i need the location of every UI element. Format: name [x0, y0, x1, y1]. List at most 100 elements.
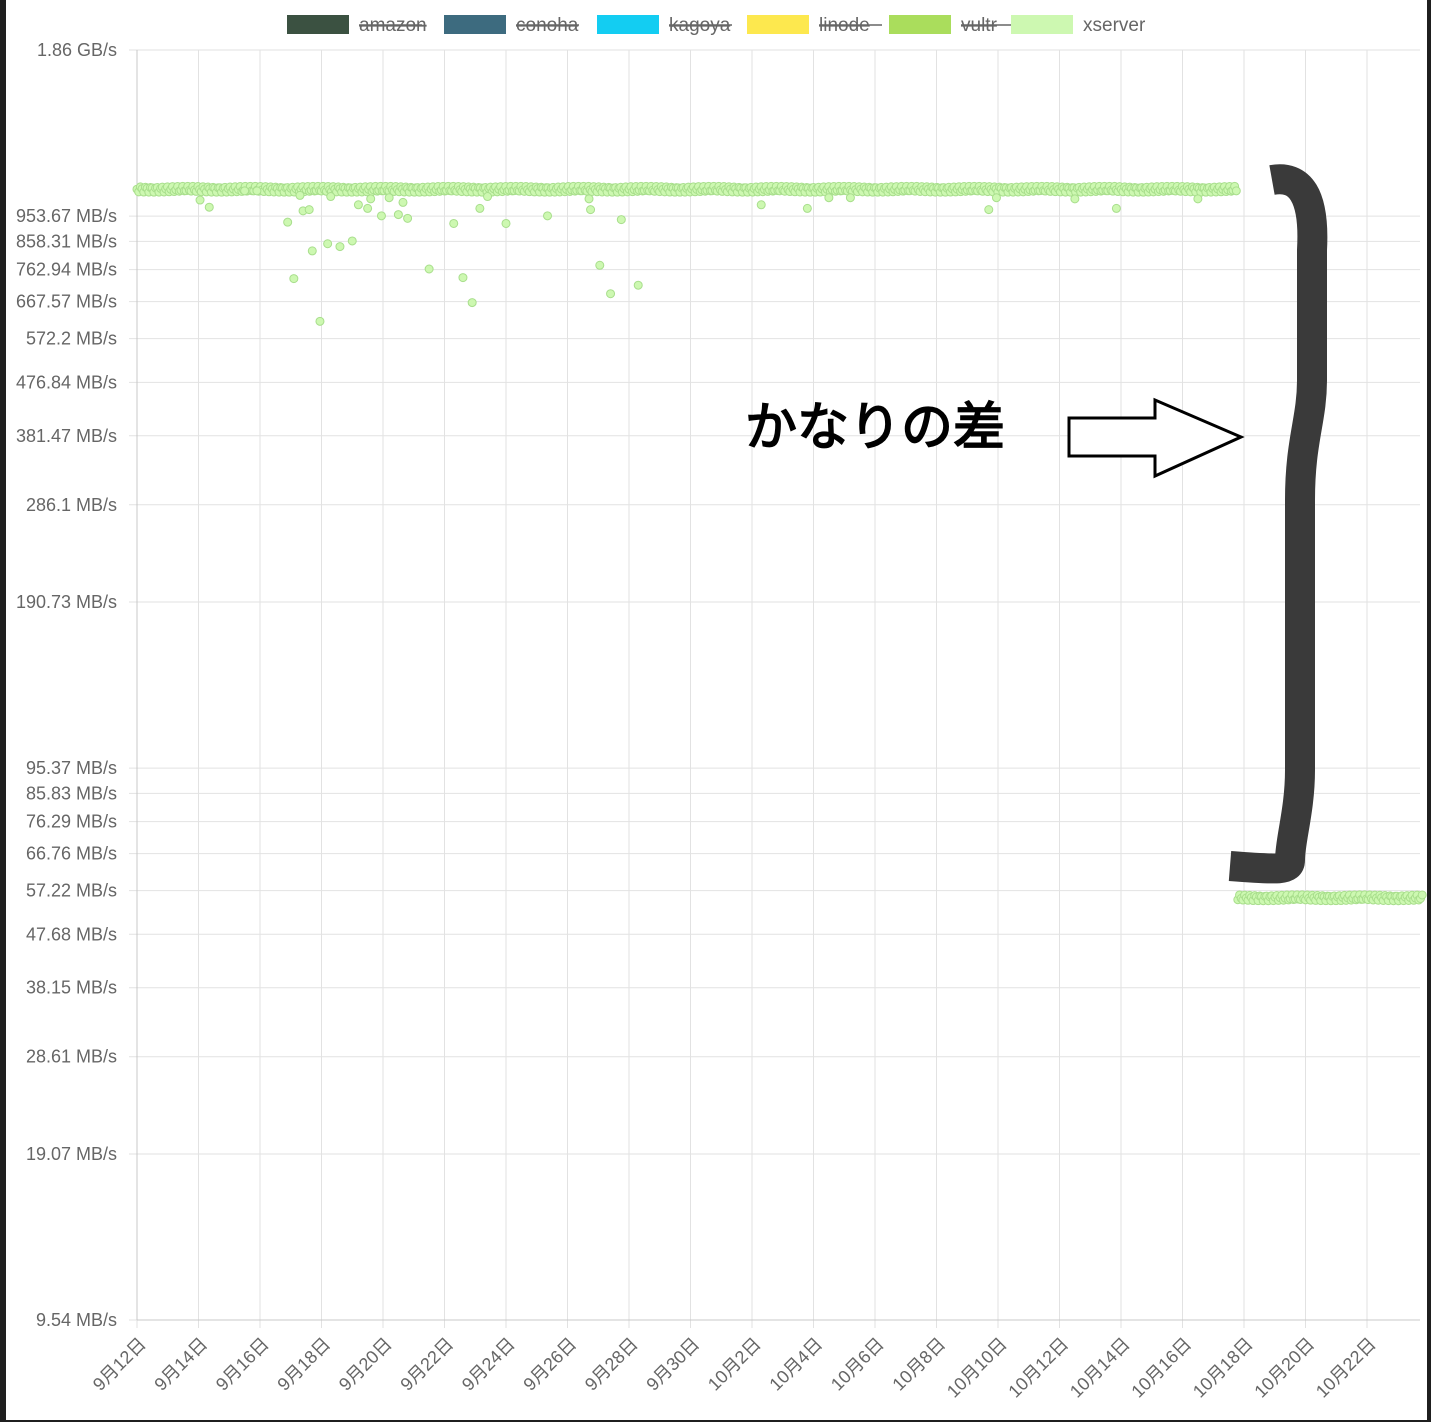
legend-swatch[interactable] — [597, 15, 659, 34]
data-point — [1417, 890, 1427, 900]
data-point — [403, 213, 413, 223]
annotation: かなりの差 — [745, 164, 1328, 884]
y-tick-label: 66.76 MB/s — [26, 844, 117, 864]
x-tick-label: 9月16日 — [212, 1334, 273, 1395]
data-point — [323, 239, 333, 249]
data-point — [633, 280, 643, 290]
data-point — [283, 217, 293, 227]
x-tick-label: 9月12日 — [89, 1334, 150, 1395]
data-point — [984, 205, 994, 215]
data-point — [824, 193, 834, 203]
x-tick-label: 9月20日 — [335, 1334, 396, 1395]
brace-bracket-icon — [1228, 164, 1328, 884]
y-tick-label: 38.15 MB/s — [26, 978, 117, 998]
x-tick-label: 10月18日 — [1189, 1334, 1257, 1402]
data-point — [315, 316, 325, 326]
data-point — [307, 246, 317, 256]
data-point — [195, 195, 205, 205]
y-tick-label: 476.84 MB/s — [16, 372, 117, 392]
data-point — [483, 192, 493, 202]
x-tick-label: 9月22日 — [396, 1334, 457, 1395]
x-axis: 9月12日 9月14日 9月16日 9月18日 9月20日 9月22日 9月24日 9月26日… — [89, 1334, 1380, 1402]
y-tick-label: 286.1 MB/s — [26, 495, 117, 515]
data-point — [449, 218, 459, 228]
y-tick-label: 953.67 MB/s — [16, 206, 117, 226]
x-tick-label: 10月20日 — [1250, 1334, 1318, 1402]
data-point — [756, 200, 766, 210]
data-point — [845, 193, 855, 203]
x-tick-label: 10月14日 — [1066, 1334, 1134, 1402]
data-point — [347, 236, 357, 246]
data-point — [584, 194, 594, 204]
x-tick-label: 9月18日 — [273, 1334, 334, 1395]
data-point — [991, 193, 1001, 203]
data-point — [353, 200, 363, 210]
y-tick-label: 762.94 MB/s — [16, 260, 117, 280]
data-point — [398, 197, 408, 207]
legend-swatch[interactable] — [747, 15, 809, 34]
data-point — [1111, 203, 1121, 213]
x-tick-label: 10月10日 — [943, 1334, 1011, 1402]
data-point — [595, 260, 605, 270]
y-axis: 1.86 GB/s 953.67 MB/s 858.31 MB/s 762.94 MB… — [16, 40, 117, 1330]
data-point — [204, 202, 214, 212]
data-point — [475, 203, 485, 213]
x-tick-label: 10月2日 — [704, 1334, 765, 1395]
legend-swatch[interactable] — [889, 15, 951, 34]
data-point — [606, 289, 616, 299]
data-point — [393, 210, 403, 220]
data-point — [1193, 194, 1203, 204]
x-tick-label: 10月8日 — [888, 1334, 949, 1395]
legend-swatch[interactable] — [287, 15, 349, 34]
data-point — [376, 211, 386, 221]
data-point — [295, 190, 305, 200]
data-point — [458, 273, 468, 283]
data-point — [366, 194, 376, 204]
grid — [129, 49, 1420, 1328]
data-point — [802, 203, 812, 213]
x-tick-label: 9月26日 — [519, 1334, 580, 1395]
annotation-text: かなりの差 — [745, 398, 1005, 458]
x-tick-label: 9月24日 — [458, 1334, 519, 1395]
y-tick-label: 381.47 MB/s — [16, 426, 117, 446]
data-point — [289, 274, 299, 284]
y-tick-label: 85.83 MB/s — [26, 783, 117, 803]
data-point — [467, 298, 477, 308]
data-point — [1231, 186, 1241, 196]
data-point — [543, 211, 553, 221]
y-tick-label: 19.07 MB/s — [26, 1144, 117, 1164]
data-point — [335, 242, 345, 252]
data-point — [616, 215, 626, 225]
data-point — [326, 192, 336, 202]
x-tick-label: 9月28日 — [581, 1334, 642, 1395]
x-tick-label: 10月22日 — [1312, 1334, 1380, 1402]
y-tick-label: 190.73 MB/s — [16, 592, 117, 612]
x-tick-label: 10月12日 — [1004, 1334, 1072, 1402]
y-tick-label: 9.54 MB/s — [36, 1310, 117, 1330]
data-point — [384, 193, 394, 203]
x-tick-label: 10月16日 — [1127, 1334, 1195, 1402]
y-tick-label: 76.29 MB/s — [26, 812, 117, 832]
legend-swatch[interactable] — [444, 15, 506, 34]
x-tick-label: 9月30日 — [642, 1334, 703, 1395]
arrow-right-icon — [1067, 397, 1245, 479]
y-tick-label: 57.22 MB/s — [26, 881, 117, 901]
x-tick-label: 10月6日 — [827, 1334, 888, 1395]
y-tick-label: 858.31 MB/s — [16, 231, 117, 251]
legend-swatch[interactable] — [1011, 15, 1073, 34]
data-point — [252, 186, 262, 196]
data-points — [132, 181, 1427, 906]
y-tick-label: 47.68 MB/s — [26, 924, 117, 944]
data-point — [501, 218, 511, 228]
y-tick-label: 95.37 MB/s — [26, 758, 117, 778]
y-tick-label: 572.2 MB/s — [26, 329, 117, 349]
data-point — [240, 186, 250, 196]
legend-item-xserver[interactable]: xserver — [1083, 15, 1146, 36]
data-point — [304, 205, 314, 215]
y-tick-label: 1.86 GB/s — [37, 40, 117, 60]
y-tick-label: 28.61 MB/s — [26, 1047, 117, 1067]
y-tick-label: 667.57 MB/s — [16, 292, 117, 312]
data-point — [363, 203, 373, 213]
